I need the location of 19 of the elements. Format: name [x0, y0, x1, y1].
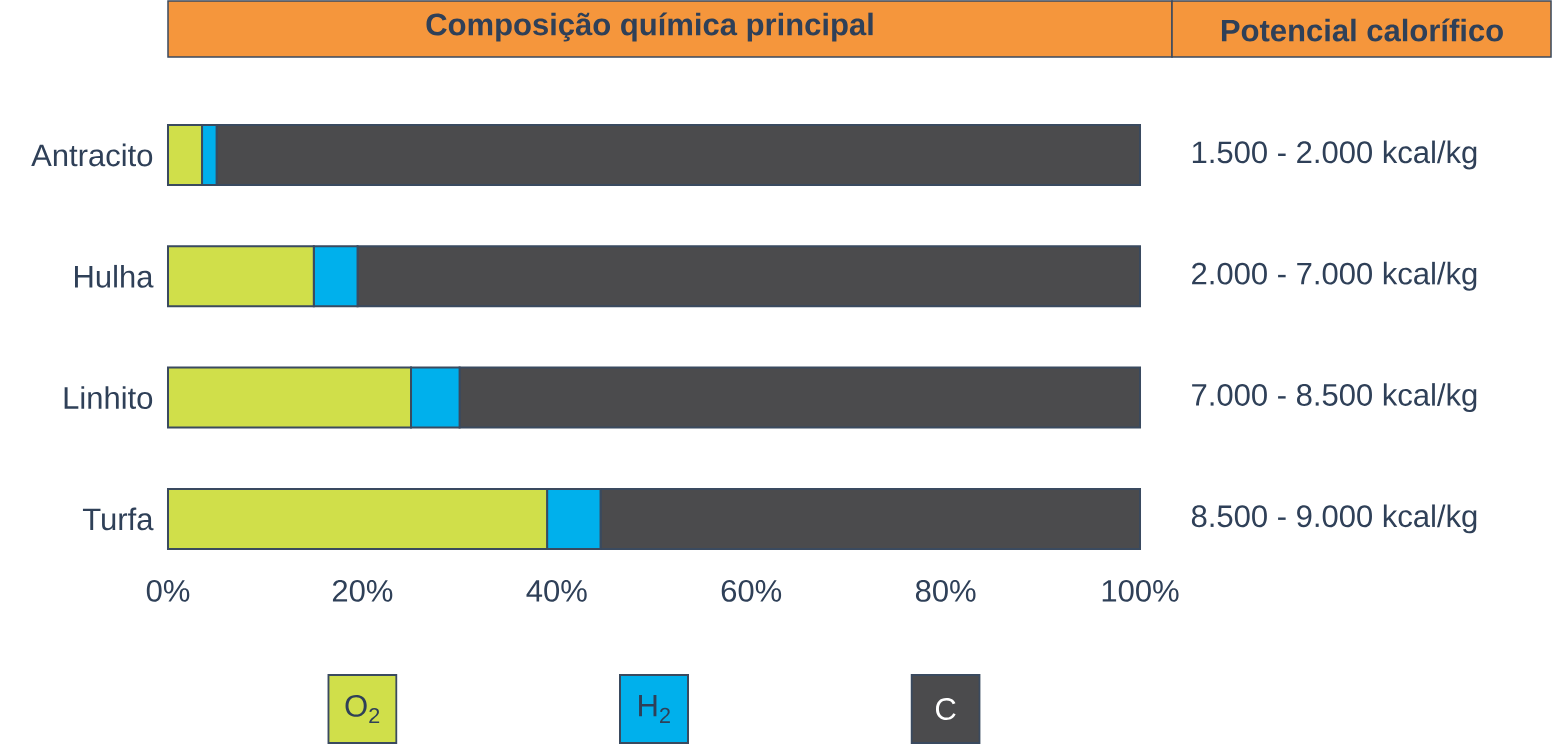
x-tick-label: 20% — [332, 579, 393, 602]
text: O$_{2}$ — [345, 694, 380, 724]
text: Potencial calorífico — [1221, 18, 1503, 42]
y-tick-label: Turfa — [82, 507, 154, 531]
x-tick-label: 0% — [146, 579, 190, 602]
x-tick-label: 40% — [526, 579, 587, 602]
text: 1.500 - 2.000 kcal/kg — [1192, 140, 1477, 170]
x-tick-label: 100% — [1102, 579, 1179, 602]
chart-title: Composição química principal — [426, 12, 873, 42]
y-tick-label: Linhito — [64, 386, 153, 409]
y-tick-label: Hulha — [75, 264, 154, 288]
x-tick-label: 80% — [915, 579, 976, 602]
y-tick-label: Antracito — [31, 143, 153, 167]
text: 8.500 - 9.000 kcal/kg — [1191, 504, 1477, 534]
text: 2.000 - 7.000 kcal/kg — [1192, 261, 1477, 291]
text: H$_{2}$ — [639, 695, 670, 723]
x-tick-label: 60% — [721, 579, 782, 602]
text: C — [935, 698, 956, 720]
text: 7.000 - 8.500 kcal/kg — [1192, 383, 1477, 413]
